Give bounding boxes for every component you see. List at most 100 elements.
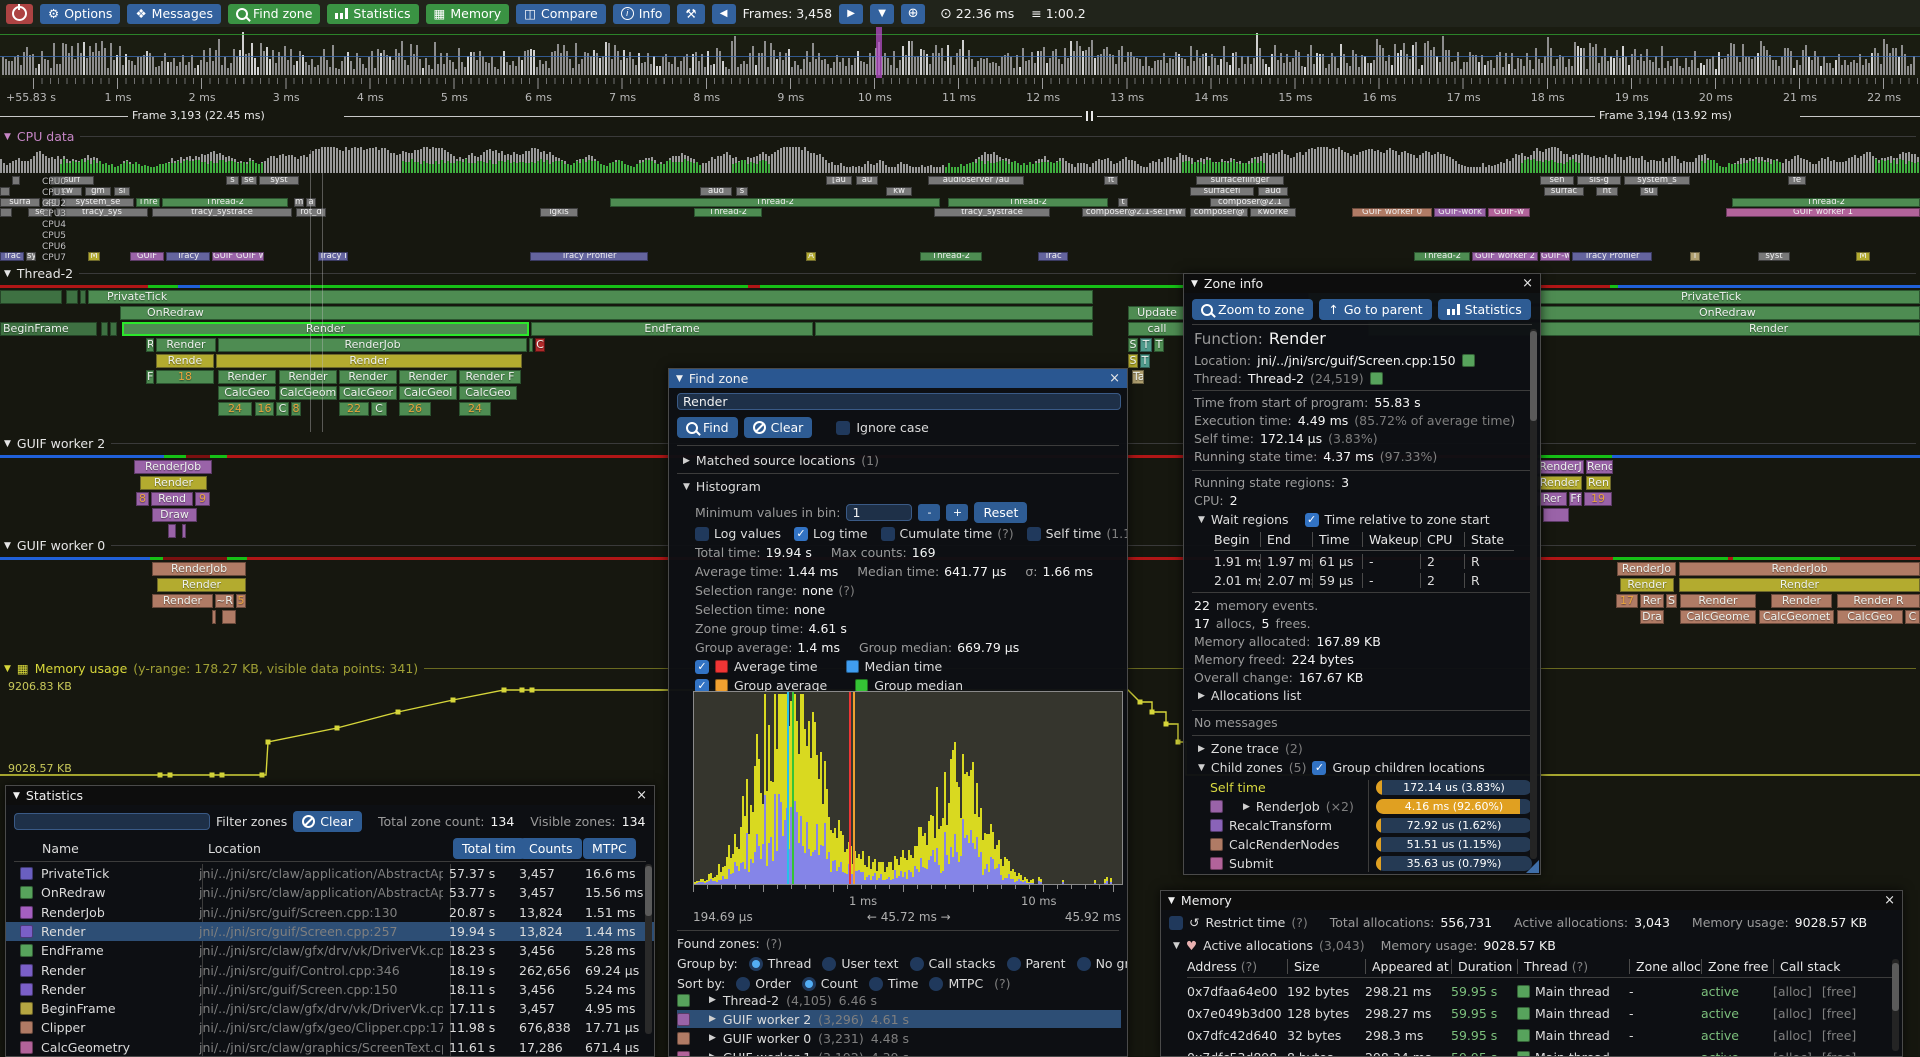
frame-bar[interactable] (1748, 56, 1750, 75)
frame-bar[interactable] (1619, 58, 1621, 75)
find-zone-titlebar[interactable]: ▼ Find zone × (669, 369, 1127, 388)
cpu-zone-segment[interactable]: system_s (1624, 176, 1690, 185)
timeline-zone[interactable]: Rende (156, 354, 214, 368)
frame-bar[interactable] (1904, 54, 1906, 75)
frame-bar[interactable] (1169, 57, 1171, 75)
frame-bar[interactable] (1055, 49, 1057, 75)
timeline-zone[interactable] (1543, 508, 1569, 522)
frame-bar[interactable] (1271, 54, 1273, 75)
timeline-zone[interactable]: Render (1771, 594, 1832, 608)
expand-icon[interactable]: ▶ (709, 1014, 716, 1024)
timeline-zone[interactable] (815, 322, 1093, 336)
frame-bar[interactable] (818, 53, 820, 75)
frame-bar[interactable] (1439, 61, 1441, 75)
frame-bar[interactable] (1454, 61, 1456, 75)
statistics-row[interactable]: Render jni/../jni/src/guif/Control.cpp:34… (6, 961, 654, 980)
frame-bar[interactable] (1097, 54, 1099, 75)
cpu-zone-segment[interactable]: GUIF worker 1 (1726, 208, 1920, 218)
frame-bar[interactable] (1796, 60, 1798, 75)
frame-bar[interactable] (1328, 64, 1330, 75)
child-zone-row[interactable]: Submit 35.63 us (0.79%) (1210, 856, 1532, 871)
timeline-zone[interactable]: Render (152, 594, 213, 608)
frame-bar[interactable] (323, 49, 325, 75)
frame-bar[interactable] (626, 57, 628, 75)
frame-bar[interactable] (116, 54, 118, 75)
frame-bar[interactable] (1082, 50, 1084, 75)
frame-bar[interactable] (920, 49, 922, 75)
frame-bar[interactable] (1070, 40, 1072, 75)
frame-bar[interactable] (86, 57, 88, 75)
frame-bar[interactable] (140, 57, 142, 75)
frame-bar[interactable] (440, 52, 442, 75)
frame-bar[interactable] (143, 54, 145, 75)
frame-bar[interactable] (1298, 51, 1300, 75)
frame-bar[interactable] (1139, 58, 1141, 75)
frame-bar[interactable] (452, 62, 454, 75)
timeline-zone[interactable]: RenderJob (218, 338, 527, 352)
cpu-zone-segment[interactable]: s (226, 176, 239, 185)
frame-bar[interactable] (1829, 63, 1831, 75)
frame-bar[interactable] (1376, 39, 1378, 75)
timeline-zone[interactable]: 18 (156, 370, 214, 384)
frame-bar[interactable] (23, 51, 25, 75)
frame-bar[interactable] (1496, 54, 1498, 75)
frame-bar[interactable] (641, 62, 643, 75)
frame-bar[interactable] (1529, 60, 1531, 75)
timeline-zone[interactable]: PrivateTick (88, 290, 1093, 304)
cpu-zone-segment[interactable]: tracy_systrace (934, 208, 1050, 218)
frame-bar[interactable] (539, 60, 541, 75)
frame-bar[interactable] (980, 58, 982, 75)
timeline-zone[interactable]: 22 (339, 402, 369, 416)
alloc-callstack-link[interactable]: [alloc] (1773, 1027, 1812, 1043)
frame-bar[interactable] (893, 51, 895, 75)
frame-bar[interactable] (1523, 66, 1525, 75)
frame-bar[interactable] (125, 53, 127, 75)
frame-bar[interactable] (647, 52, 649, 75)
frame-bar[interactable] (2, 56, 4, 75)
frame-bar[interactable] (395, 48, 397, 75)
frame-bar[interactable] (770, 43, 772, 75)
frame-bar[interactable] (587, 52, 589, 75)
memory-allocation-row[interactable]: 0x7dfaa64e00 192 bytes 298.21 ms 59.95 s Mai… (1187, 981, 1882, 1001)
alloc-callstack-link[interactable]: [alloc] (1773, 1005, 1812, 1021)
frame-bar[interactable] (1313, 63, 1315, 75)
frame-bar[interactable] (1106, 47, 1108, 75)
frame-bar[interactable] (1304, 67, 1306, 75)
frame-bar[interactable] (968, 50, 970, 75)
cpu-zone-segment[interactable]: Thread-2 (162, 197, 288, 207)
timeline-zone[interactable]: 24 (218, 402, 252, 416)
timeline-zone[interactable]: C (535, 338, 545, 352)
frame-bar[interactable] (182, 54, 184, 75)
frame-bar[interactable] (1535, 47, 1537, 75)
frame-bar[interactable] (1331, 52, 1333, 75)
self-time-checkbox[interactable] (1026, 526, 1041, 541)
histogram-plot[interactable] (693, 691, 1123, 885)
frame-bar[interactable] (1436, 56, 1438, 75)
frame-bar[interactable] (809, 62, 811, 75)
timeline-zone[interactable]: OnRedraw (120, 306, 1093, 320)
frame-bar[interactable] (683, 56, 685, 75)
close-icon[interactable]: × (1884, 893, 1895, 908)
frame-bar[interactable] (1091, 39, 1093, 75)
timeline-zone[interactable]: Render (218, 370, 276, 384)
alloc-callstack-link[interactable]: [alloc] (1773, 983, 1812, 999)
frame-bar[interactable] (761, 52, 763, 75)
wait-column-header[interactable]: Time (1312, 532, 1362, 547)
clear-filter-button[interactable]: Clear (293, 811, 362, 832)
frame-bar[interactable] (158, 65, 160, 75)
column-header-mtpc[interactable]: MTPC (583, 837, 636, 859)
cpu-zone-segment[interactable]: A (806, 251, 816, 261)
frame-bar[interactable] (98, 50, 100, 75)
frame-bar[interactable] (389, 55, 391, 75)
frame-bar[interactable] (1127, 51, 1129, 75)
time-relative-checkbox[interactable]: ✓ (1304, 512, 1319, 527)
found-zone-group-row[interactable]: ▶ GUIF worker 0 (3,231) 4.48 s (677, 1029, 1121, 1047)
frame-bar[interactable] (329, 67, 331, 75)
frame-bar[interactable] (998, 65, 1000, 75)
frame-bar[interactable] (269, 58, 271, 75)
frame-bar[interactable] (1694, 50, 1696, 75)
cpu-zone-segment[interactable]: system_se (62, 197, 134, 207)
frame-bar[interactable] (377, 49, 379, 75)
frame-bar[interactable] (656, 66, 658, 75)
frame-bar[interactable] (1166, 63, 1168, 75)
